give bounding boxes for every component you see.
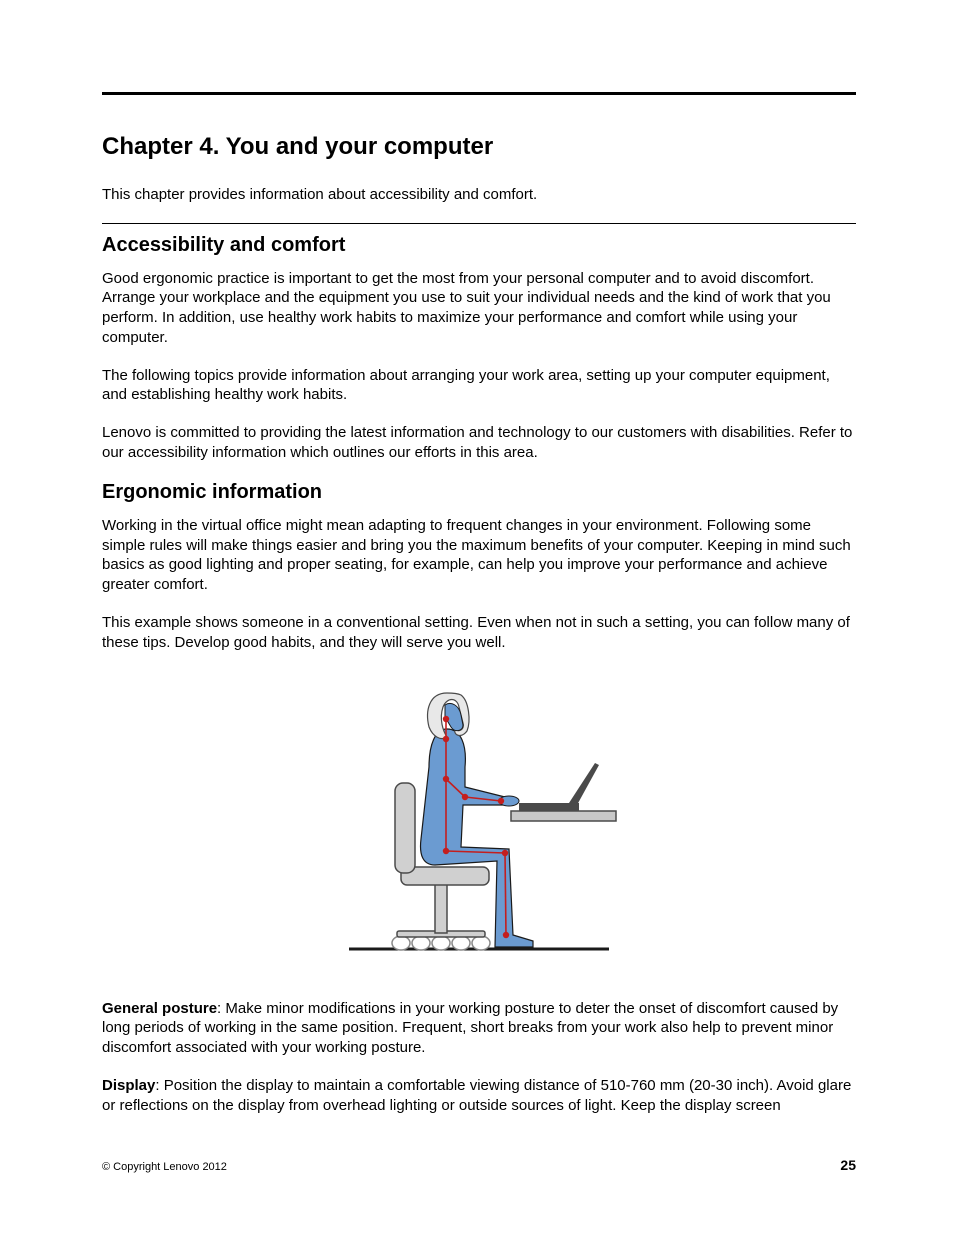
section-title-accessibility: Accessibility and comfort	[102, 234, 856, 257]
general-posture-para: General posture: Make minor modification…	[102, 999, 856, 1058]
section2-p2: This example shows someone in a conventi…	[102, 613, 856, 653]
document-page: Chapter 4. You and your computer This ch…	[0, 0, 954, 1184]
section1-p3: Lenovo is committed to providing the lat…	[102, 423, 856, 463]
section1-p1: Good ergonomic practice is important to …	[102, 269, 856, 348]
display-label: Display	[102, 1077, 155, 1094]
section-title-ergonomic: Ergonomic information	[102, 481, 856, 504]
display-para: Display: Position the display to maintai…	[102, 1076, 856, 1116]
chapter-title: Chapter 4. You and your computer	[102, 133, 856, 161]
top-rule	[102, 92, 856, 95]
section-rule-1	[102, 223, 856, 224]
ergonomic-posture-icon	[329, 671, 629, 971]
general-posture-label: General posture	[102, 1000, 217, 1017]
chapter-intro: This chapter provides information about …	[102, 185, 856, 205]
section2-p1: Working in the virtual office might mean…	[102, 516, 856, 595]
section1-p2: The following topics provide information…	[102, 366, 856, 406]
copyright-text: © Copyright Lenovo 2012	[102, 1161, 227, 1173]
page-number: 25	[840, 1157, 856, 1173]
page-footer: © Copyright Lenovo 2012 25	[102, 1157, 856, 1173]
display-text: : Position the display to maintain a com…	[102, 1077, 851, 1114]
ergonomic-figure	[102, 671, 856, 971]
